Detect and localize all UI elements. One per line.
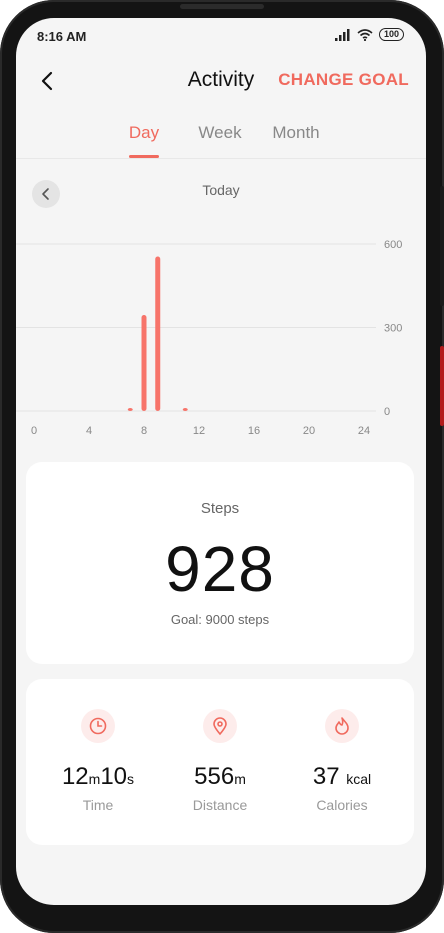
period-tabs: Day Week Month: [16, 120, 426, 160]
status-icons: 100: [334, 28, 404, 41]
tab-week[interactable]: Week: [198, 123, 242, 142]
status-time: 8:16 AM: [37, 29, 87, 44]
location-pin-icon: [203, 709, 237, 743]
stat-time: 12m10s Time: [38, 679, 158, 845]
phone-speaker: [180, 4, 264, 9]
x-tick-label: 20: [303, 425, 315, 437]
previous-day-button[interactable]: [32, 180, 60, 208]
status-bar: 8:16 AM 100: [16, 18, 426, 56]
wifi-icon: [357, 28, 373, 41]
y-tick-label: 300: [384, 323, 402, 335]
change-goal-button[interactable]: CHANGE GOAL: [278, 70, 409, 89]
y-tick-label: 0: [384, 406, 390, 418]
volume-button: [440, 186, 444, 306]
signal-icon: [334, 28, 350, 41]
stat-distance-label: Distance: [192, 797, 248, 813]
x-tick-label: 4: [86, 425, 92, 437]
chart-bar[interactable]: [155, 256, 161, 411]
power-button: [440, 346, 444, 426]
steps-card: Steps 928 Goal: 9000 steps: [26, 462, 414, 664]
chart-bar[interactable]: [141, 314, 147, 411]
stat-calories-value: 37 kcal: [312, 763, 372, 790]
stat-calories-label: Calories: [316, 797, 368, 813]
tab-day[interactable]: Day: [128, 123, 160, 142]
header: Activity CHANGE GOAL: [16, 62, 426, 102]
steps-goal: Goal: 9000 steps: [170, 612, 270, 627]
chart-bar[interactable]: [182, 408, 188, 411]
tab-month[interactable]: Month: [272, 123, 320, 142]
stat-distance: 556m Distance: [160, 679, 280, 845]
x-tick-label: 8: [141, 425, 147, 437]
screen: 8:16 AM 100: [16, 18, 426, 905]
x-tick-label: 24: [358, 425, 370, 437]
x-tick-label: 0: [31, 425, 37, 437]
stat-time-value: 12m10s: [61, 763, 135, 790]
chevron-left-icon: [42, 188, 49, 200]
chart-bar[interactable]: [127, 408, 133, 411]
stat-distance-value: 556m: [194, 763, 246, 790]
x-tick-label: 12: [193, 425, 205, 437]
steps-label: Steps: [200, 500, 240, 517]
back-arrow-icon: [41, 71, 53, 91]
active-tab-indicator: [129, 155, 159, 158]
flame-icon: [325, 709, 359, 743]
stats-card: 12m10s Time 556m Distance: [26, 679, 414, 845]
steps-bar-chart: 0 300 600 0 4 8 12 16 20 24: [16, 239, 402, 437]
y-tick-label: 600: [384, 239, 402, 251]
stat-calories: 37 kcal Calories: [282, 679, 402, 845]
clock-icon: [81, 709, 115, 743]
page-title: Activity: [187, 68, 255, 91]
stat-time-label: Time: [82, 797, 114, 813]
tabs-divider: [16, 158, 426, 159]
steps-value: 928: [165, 533, 275, 605]
chart-date-label: Today: [202, 182, 240, 198]
battery-icon: 100: [378, 28, 404, 41]
back-button[interactable]: [32, 66, 62, 96]
x-tick-label: 16: [248, 425, 260, 437]
